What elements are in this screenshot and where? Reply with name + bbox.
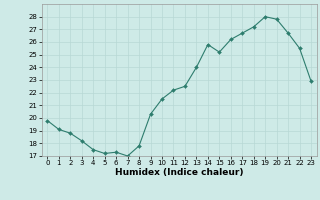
X-axis label: Humidex (Indice chaleur): Humidex (Indice chaleur)	[115, 168, 244, 177]
